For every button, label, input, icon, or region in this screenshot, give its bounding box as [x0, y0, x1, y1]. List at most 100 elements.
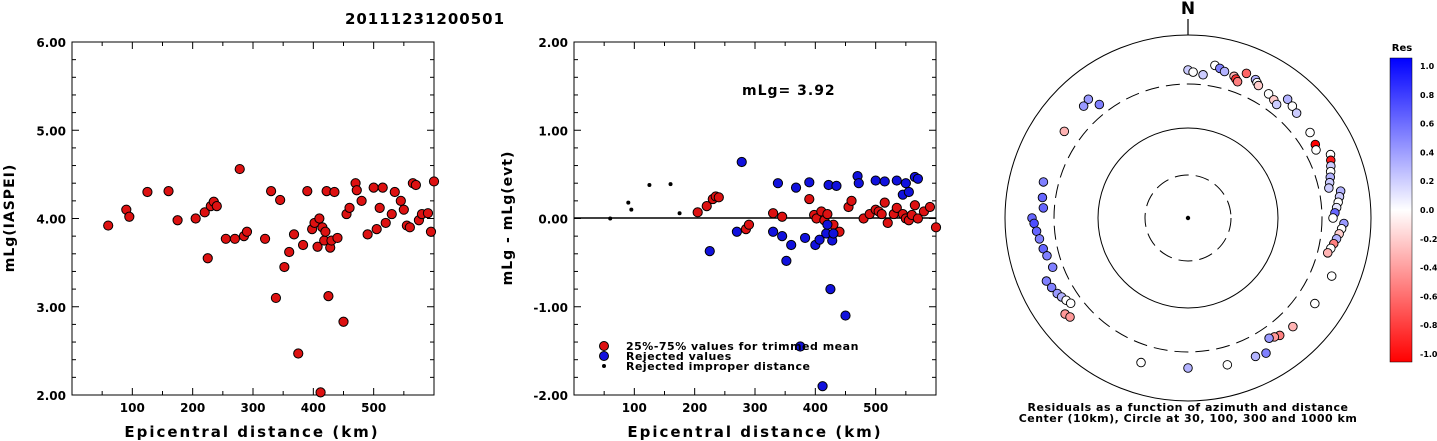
- data-point: [736, 156, 747, 168]
- station-marker: [1324, 183, 1334, 193]
- colorbar-tick-label: 1.0: [1420, 62, 1435, 71]
- data-point: [314, 213, 325, 224]
- data-point: [356, 195, 367, 206]
- data-point: [344, 202, 355, 214]
- data-point: [395, 195, 406, 206]
- data-point: [103, 220, 114, 231]
- data-point: [814, 234, 825, 245]
- x-tick-label: 300: [240, 401, 265, 415]
- x-tick-label: 500: [361, 401, 386, 415]
- mlg-annotation: mLg= 3.92: [742, 83, 836, 99]
- station-marker: [1322, 248, 1333, 258]
- x-tick-label: 100: [622, 401, 647, 415]
- y-axis-label: mLg - mLg(evt): [500, 151, 516, 286]
- station-marker: [1271, 99, 1282, 110]
- y-tick-label: 3.00: [36, 301, 66, 315]
- station-marker: [1047, 262, 1058, 273]
- y-tick-label: 6.00: [36, 36, 66, 50]
- x-tick-label: 400: [301, 401, 326, 415]
- data-point: [882, 217, 893, 229]
- colorbar-gradient: [1389, 57, 1413, 363]
- data-point: [786, 239, 797, 251]
- data-point-improper: [626, 200, 631, 205]
- colorbar-tick-label: 0.2: [1420, 177, 1434, 186]
- data-point: [202, 253, 213, 264]
- data-point: [799, 232, 811, 244]
- data-point: [315, 387, 326, 398]
- data-point: [368, 182, 379, 193]
- data-point: [362, 229, 373, 240]
- data-point: [234, 163, 245, 175]
- data-point: [912, 173, 924, 184]
- data-point: [142, 186, 153, 198]
- data-point: [266, 186, 277, 197]
- station-marker: [1264, 333, 1274, 343]
- data-point: [768, 226, 779, 237]
- station-marker: [1305, 127, 1315, 138]
- data-point: [422, 208, 434, 219]
- data-point: [270, 292, 282, 304]
- axis-ticks: 100 200 300 400 500 2.00 3.00 4.00 5.00 6.00: [36, 36, 434, 415]
- station-marker: [1291, 108, 1302, 118]
- station-marker: [1261, 348, 1271, 358]
- data-point: [425, 226, 437, 237]
- station-marker: [1310, 298, 1320, 309]
- colorbar-tick-label: 0.6: [1420, 120, 1435, 129]
- data-point: [825, 284, 836, 295]
- data-point: [713, 192, 724, 203]
- data-point: [404, 222, 415, 233]
- y-axis-label: mLg(IASPEI): [2, 164, 18, 273]
- center-point: [1185, 215, 1191, 221]
- data-point: [924, 201, 936, 213]
- x-axis-label: Epicentral distance (km): [124, 423, 379, 441]
- station-marker: [1253, 80, 1264, 91]
- x-tick-label: 100: [120, 401, 145, 415]
- station-marker: [1263, 89, 1274, 99]
- data-point: [351, 185, 362, 196]
- data-point: [828, 228, 839, 239]
- x-tick-label: 400: [803, 401, 828, 415]
- station-marker: [1083, 94, 1094, 105]
- figure-title: 20111231200501: [345, 10, 505, 28]
- data-point: [804, 193, 815, 205]
- data-point: [312, 241, 323, 252]
- station-marker: [1038, 203, 1049, 213]
- colorbar-tick-label: -0.6: [1420, 292, 1437, 301]
- data-point: [124, 211, 135, 222]
- data-point: [772, 178, 784, 189]
- station-marker: [1094, 99, 1105, 110]
- station-marker: [1034, 234, 1045, 244]
- data-point: [817, 381, 828, 392]
- circle-300km: [1053, 83, 1323, 353]
- station-marker: [1042, 251, 1052, 261]
- data-point: [781, 255, 792, 266]
- colorbar-tick-label: -0.8: [1420, 321, 1437, 330]
- data-point: [284, 246, 295, 258]
- colorbar-tick-label: -1.0: [1420, 350, 1437, 359]
- data-point: [398, 204, 409, 215]
- data-point: [288, 229, 300, 240]
- data-point: [293, 348, 304, 359]
- legend-marker-rejected: [599, 351, 609, 361]
- data-point-improper: [668, 182, 673, 187]
- station-marker: [1188, 67, 1198, 77]
- data-point: [163, 186, 174, 197]
- data-point: [790, 182, 802, 193]
- data-point: [795, 341, 806, 352]
- data-point: [879, 197, 890, 208]
- station-marker: [1065, 312, 1075, 322]
- station-marker: [1059, 126, 1070, 137]
- colorbar-tick-label: -0.4: [1420, 264, 1437, 273]
- data-point: [930, 222, 942, 233]
- data-point: [822, 219, 833, 230]
- data-point: [332, 232, 343, 244]
- data-point: [259, 233, 271, 244]
- y-tick-label: -2.00: [533, 389, 568, 403]
- y-tick-label: 5.00: [36, 124, 66, 138]
- circle-100km: [1097, 127, 1279, 309]
- axis-ticks: 100 200 300 400 500 -2.00 -1.00 0.00 1.00 2.00: [533, 36, 936, 415]
- data-point: [876, 208, 887, 220]
- x-tick-label: 200: [180, 401, 205, 415]
- colorbar-tick-label: -0.2: [1420, 235, 1437, 244]
- data-point: [229, 233, 240, 244]
